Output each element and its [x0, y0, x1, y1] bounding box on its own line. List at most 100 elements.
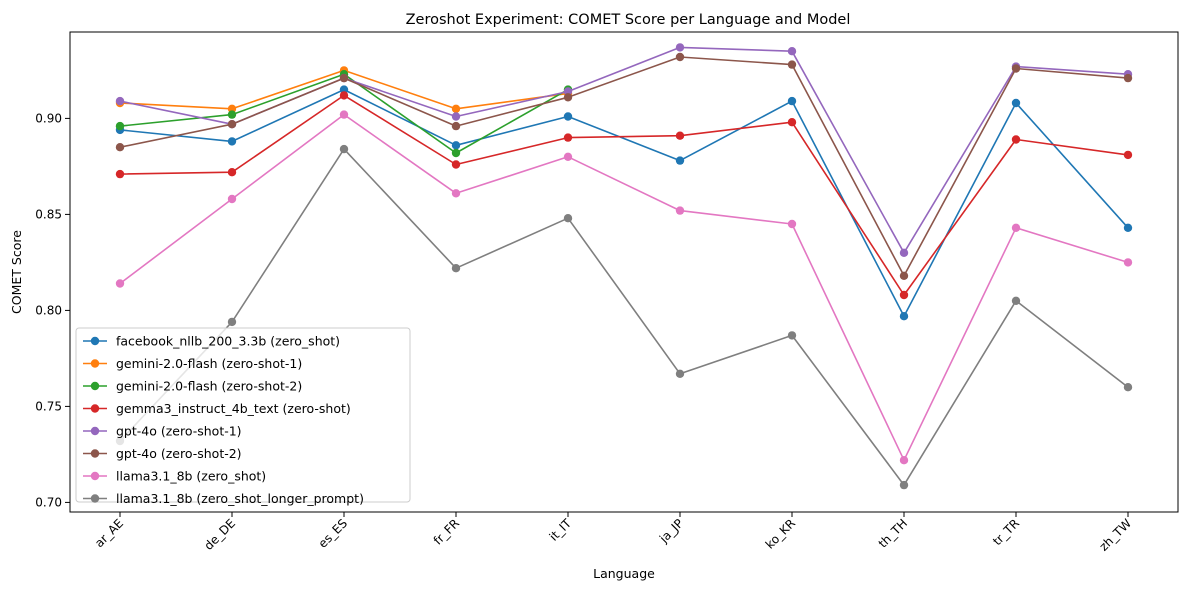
x-tick-label: ko_KR — [763, 516, 798, 551]
data-point — [899, 312, 909, 321]
data-point — [1011, 296, 1021, 305]
y-tick-label: 0.70 — [35, 495, 62, 509]
legend-item: gemini-2.0-flash (zero-shot-1) — [83, 356, 302, 371]
series-line — [119, 113, 1129, 462]
series-line — [119, 148, 1129, 486]
data-point — [787, 118, 797, 127]
legend: facebook_nllb_200_3.3b (zero_shot)gemini… — [75, 327, 411, 506]
legend-swatch-marker — [90, 494, 100, 503]
data-point — [675, 52, 685, 62]
x-tick-label: ar_AE — [92, 516, 126, 550]
data-point — [227, 317, 237, 327]
x-axis-label: Language — [593, 566, 655, 581]
data-point — [227, 104, 237, 114]
data-point — [1123, 73, 1133, 83]
data-point — [451, 104, 461, 114]
legend-item: llama3.1_8b (zero_shot_longer_prompt) — [83, 491, 364, 506]
legend-label: gpt-4o (zero-shot-2) — [116, 446, 242, 461]
x-tick-label: fr_FR — [431, 516, 462, 547]
data-point — [115, 121, 125, 131]
legend-label: gpt-4o (zero-shot-1) — [116, 424, 242, 439]
data-point — [675, 369, 685, 378]
legend-swatch-marker — [90, 449, 100, 458]
legend-item: gpt-4o (zero-shot-2) — [83, 446, 242, 461]
y-axis-label: COMET Score — [9, 230, 24, 314]
data-point — [339, 91, 349, 100]
legend-swatch-marker — [90, 404, 100, 413]
legend-item: gpt-4o (zero-shot-1) — [83, 424, 242, 439]
data-point — [899, 480, 909, 490]
legend-box — [75, 327, 411, 503]
legend-label: facebook_nllb_200_3.3b (zero_shot) — [116, 334, 340, 349]
y-axis-ticks: 0.70 0.75 0.80 0.85 0.90 — [35, 111, 70, 509]
plot-frame — [69, 31, 1179, 513]
data-point — [787, 47, 797, 56]
legend-item: gemini-2.0-flash (zero-shot-2) — [83, 379, 302, 394]
data-point — [675, 156, 685, 165]
data-point — [451, 189, 461, 198]
data-point — [227, 137, 237, 146]
data-point — [227, 194, 237, 204]
y-tick-label: 0.90 — [35, 111, 62, 125]
legend-label: llama3.1_8b (zero_shot_longer_prompt) — [116, 491, 364, 506]
y-tick-label: 0.80 — [35, 303, 62, 317]
data-point — [339, 110, 349, 119]
data-point — [787, 219, 797, 229]
data-point — [1011, 64, 1021, 73]
data-point — [339, 144, 349, 154]
legend-swatch-marker — [90, 426, 100, 436]
series-3 — [115, 91, 1133, 300]
legend-swatch-marker — [90, 381, 100, 391]
data-point — [451, 148, 461, 158]
x-tick-label: th_TH — [876, 516, 910, 550]
data-point — [675, 43, 685, 52]
data-point — [451, 160, 461, 169]
data-point — [1011, 135, 1021, 144]
data-point — [787, 331, 797, 340]
series-0 — [115, 85, 1133, 321]
legend-label: gemini-2.0-flash (zero-shot-1) — [116, 356, 302, 371]
data-point — [899, 456, 909, 465]
data-point — [115, 143, 125, 152]
data-point — [563, 214, 573, 223]
series-line — [119, 88, 1129, 318]
legend-item: gemma3_instruct_4b_text (zero-shot) — [83, 401, 351, 416]
data-point — [675, 206, 685, 215]
data-point — [115, 169, 125, 179]
legend-swatch-marker — [90, 471, 100, 481]
series-6 — [115, 110, 1133, 465]
data-point — [1123, 258, 1133, 267]
data-point — [115, 96, 125, 106]
data-point — [451, 141, 461, 150]
legend-item: facebook_nllb_200_3.3b (zero_shot) — [83, 334, 340, 349]
data-point — [563, 112, 573, 121]
data-point — [115, 279, 125, 288]
data-point — [899, 271, 909, 280]
data-point — [563, 87, 573, 96]
data-point — [1011, 98, 1021, 108]
data-point — [899, 290, 909, 300]
data-point — [227, 110, 237, 119]
data-point — [227, 168, 237, 177]
data-point — [563, 93, 573, 102]
data-point — [787, 96, 797, 106]
chart-title: Zeroshot Experiment: COMET Score per Lan… — [406, 12, 851, 28]
data-point — [787, 60, 797, 69]
data-point — [339, 85, 349, 94]
data-point — [451, 264, 461, 273]
legend-item: llama3.1_8b (zero_shot) — [83, 469, 266, 484]
data-point — [339, 73, 349, 83]
data-point — [451, 112, 461, 121]
data-point — [451, 121, 461, 131]
x-tick-label: zh_TW — [1097, 516, 1135, 554]
data-point — [675, 131, 685, 140]
x-axis-ticks: ar_AE de_DE es_ES fr_FR it_IT ja_JP ko_KR th_TH… — [92, 512, 1134, 554]
data-point — [563, 152, 573, 161]
x-tick-label: tr_TR — [990, 516, 1022, 548]
x-tick-label: it_IT — [547, 516, 575, 544]
legend-swatch-marker — [90, 359, 100, 368]
legend-label: gemma3_instruct_4b_text (zero-shot) — [116, 401, 351, 416]
y-tick-label: 0.85 — [35, 207, 62, 221]
data-point — [1123, 223, 1133, 232]
